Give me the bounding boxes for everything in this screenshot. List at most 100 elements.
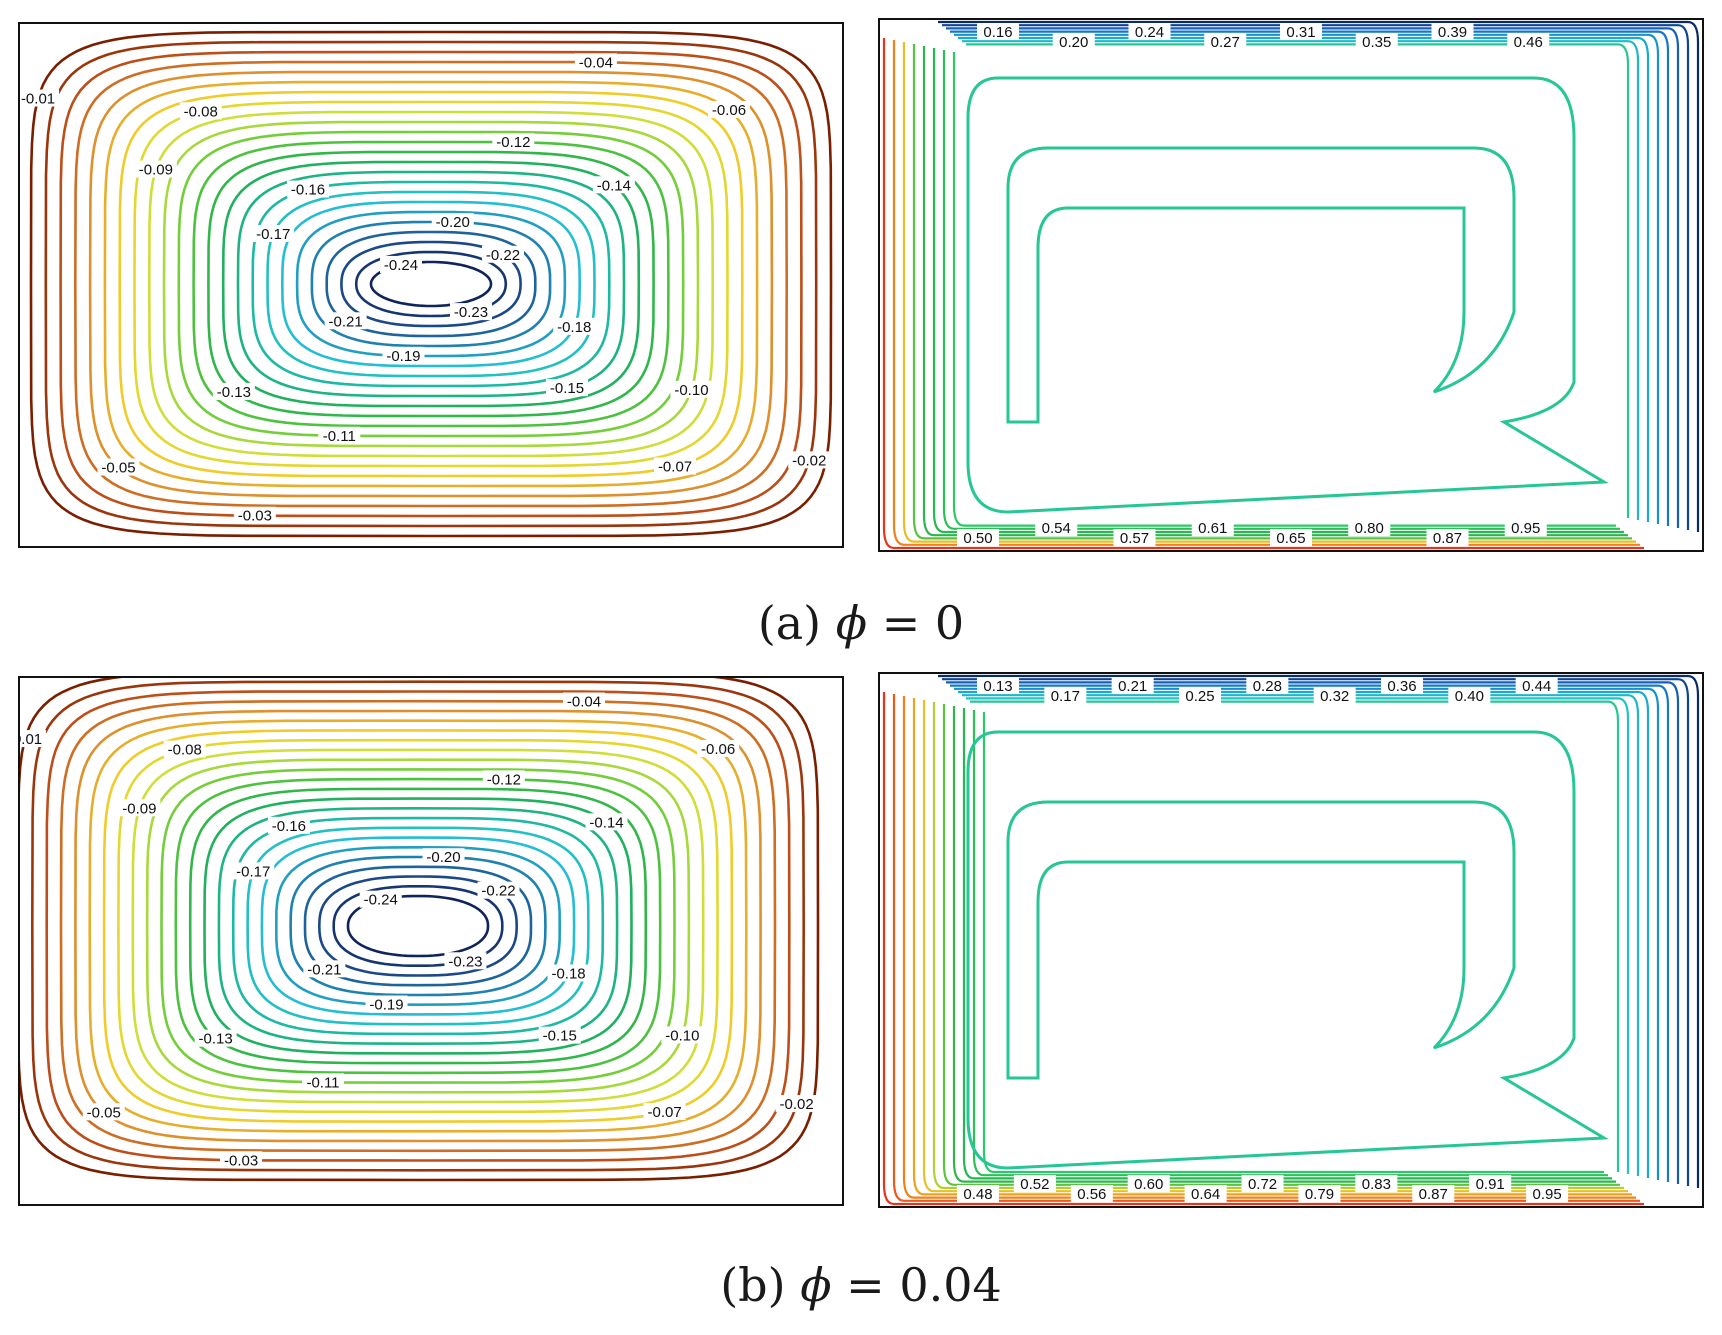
- b-streamlines-contour-2: [45, 690, 791, 1162]
- b-isotherms-label-hot-9-bg: [1469, 1175, 1512, 1192]
- a-streamlines-label-4: -0.05: [101, 460, 135, 477]
- b-isotherms-hot-contour-5: [932, 702, 1624, 1190]
- b-streamlines-label-22: -0.23: [448, 953, 482, 970]
- b-isotherms-label-cold-7: 0.40: [1455, 688, 1484, 705]
- a-streamlines-label-14-bg: [545, 379, 588, 397]
- b-isotherms-cold-contour-6: [962, 694, 1640, 1176]
- b-isotherms-label-cold-2-bg: [1111, 677, 1154, 694]
- b-streamlines-label-16: -0.17: [236, 863, 270, 880]
- b-isotherms-label-cold-5-bg: [1313, 687, 1356, 704]
- a-isotherms-label-cold-4-bg: [1280, 23, 1322, 40]
- b-isotherms-label-cold-0-bg: [977, 677, 1019, 694]
- b-isotherms-label-hot-0: 0.48: [963, 1186, 992, 1203]
- b-streamlines-label-17-bg: [547, 964, 590, 982]
- b-streamlines-label-18-bg: [365, 995, 408, 1013]
- isotherm-plot-b: 0.13 0.17 0.21 0.25 0.28 0.32 0.36 0.40 0.44 0.48…: [878, 672, 1704, 1208]
- a-streamlines-contour-5: [103, 80, 759, 488]
- a-streamlines-label-20: -0.21: [329, 313, 363, 330]
- a-isotherms-label-cold-2-bg: [1128, 23, 1171, 40]
- a-isotherms-label-cold-1: 0.20: [1059, 34, 1088, 51]
- b-isotherms-label-hot-9: 0.91: [1476, 1176, 1505, 1193]
- b-streamlines-contour-8: [131, 748, 705, 1104]
- a-isotherms-hot-contour-2: [932, 48, 1624, 534]
- b-streamlines-label-4: -0.05: [87, 1104, 121, 1121]
- a-streamlines-label-20-bg: [324, 312, 367, 330]
- a-isotherms-frame: [878, 18, 1704, 552]
- a-isotherms-label-hot-2-bg: [1113, 529, 1156, 546]
- b-isotherms-label-cold-2: 0.21: [1118, 678, 1147, 695]
- a-isotherms-label-cold-5-bg: [1355, 33, 1398, 50]
- a-isotherms-label-hot-2: 0.57: [1120, 530, 1149, 547]
- a-isotherms-label-hot-6-bg: [1426, 529, 1469, 546]
- b-streamlines-label-6-bg: [643, 1103, 686, 1121]
- b-streamlines-label-13-bg: [585, 813, 628, 831]
- a-isotherms-label-hot-7: 0.95: [1511, 520, 1540, 537]
- caption-a: (a) ϕ = 0: [0, 596, 1722, 650]
- b-streamlines-label-7-bg: [163, 740, 206, 758]
- b-isotherms-label-hot-10-bg: [1526, 1185, 1569, 1202]
- a-streamlines-contour-18: [295, 210, 567, 358]
- a-isotherms-label-hot-6: 0.87: [1433, 530, 1462, 547]
- a-isotherms-inner-contour: [1006, 146, 1516, 424]
- b-isotherms-label-cold-4-bg: [1246, 677, 1289, 694]
- a-streamlines-label-3: -0.04: [579, 54, 613, 71]
- b-streamlines-contour-11: [174, 777, 662, 1075]
- b-isotherms-hot-contour-10: [882, 692, 1644, 1206]
- panel-a-isotherms: 0.16 0.20 0.24 0.27 0.31 0.35 0.39 0.46 0.50 0.54…: [878, 18, 1704, 552]
- b-streamlines-contour-7: [117, 738, 719, 1114]
- b-streamlines-contour-5: [88, 719, 748, 1133]
- b-streamlines-label-10-bg: [301, 1073, 344, 1091]
- b-streamlines-label-17: -0.18: [551, 965, 585, 982]
- a-streamlines-label-10: -0.11: [323, 428, 356, 445]
- a-isotherms-label-hot-0-bg: [957, 529, 999, 546]
- a-isotherms-label-hot-7-bg: [1504, 519, 1547, 536]
- b-isotherms-inner-contour: [1006, 800, 1516, 1080]
- a-streamlines-contour-0: [29, 30, 833, 538]
- b-streamlines-label-1-bg: [775, 1095, 818, 1113]
- b-streamlines-contour-15: [231, 816, 605, 1036]
- b-streamlines-label-8-bg: [118, 799, 161, 817]
- b-isotherms-label-hot-5: 0.72: [1248, 1176, 1277, 1193]
- a-streamlines-contour-6: [118, 90, 744, 478]
- b-streamlines-contour-21: [317, 875, 519, 977]
- b-isotherms-label-hot-5-bg: [1241, 1175, 1284, 1192]
- b-isotherms-cold-contour-3: [950, 684, 1670, 1182]
- b-streamlines-label-14: -0.15: [543, 1028, 577, 1045]
- streamline-plot-a: -0.01 -0.02 -0.03 -0.04 -0.05 -0.06 -0.07 -0.08…: [18, 22, 844, 548]
- a-streamlines-label-9: -0.10: [674, 382, 708, 399]
- b-streamlines-contour-19: [289, 855, 547, 997]
- a-streamlines-label-13-bg: [592, 176, 635, 194]
- a-isotherms-label-cold-0: 0.16: [983, 24, 1012, 41]
- a-streamlines-label-11-bg: [492, 133, 535, 151]
- a-isotherms-hot-contour-4: [912, 44, 1632, 540]
- a-isotherms-label-cold-0-bg: [977, 23, 1019, 40]
- a-streamlines-contour-17: [280, 200, 582, 368]
- a-isotherms-label-hot-3: 0.61: [1198, 520, 1227, 537]
- a-isotherms-cold-contour-0: [938, 20, 1700, 532]
- b-streamlines-contour-4: [74, 709, 762, 1143]
- a-isotherms-label-cold-6: 0.39: [1438, 24, 1467, 41]
- b-isotherms-label-hot-7: 0.83: [1362, 1176, 1391, 1193]
- b-streamlines-contour-1: [30, 680, 806, 1172]
- b-isotherms-label-cold-5: 0.32: [1320, 688, 1349, 705]
- b-streamlines-label-23-bg: [359, 890, 402, 908]
- a-streamlines-label-15-bg: [286, 180, 329, 198]
- a-streamlines-contour-4: [88, 70, 774, 498]
- b-streamlines-contour-12: [188, 787, 648, 1065]
- panel-b-streamlines: -0.01 -0.02 -0.03 -0.04 -0.05 -0.06 -0.07 -0.08…: [18, 676, 844, 1206]
- b-streamlines-contour-17: [260, 836, 576, 1016]
- b-streamlines-label-0-bg: [18, 730, 47, 748]
- a-streamlines-label-14: -0.15: [550, 380, 584, 397]
- b-streamlines-label-7: -0.08: [168, 742, 202, 759]
- b-isotherms-label-cold-1: 0.17: [1051, 688, 1080, 705]
- b-isotherms-hot-contour-8: [902, 696, 1636, 1199]
- b-isotherms-hot-contour-2: [962, 708, 1612, 1180]
- b-streamlines-contour-0: [18, 676, 820, 1182]
- b-isotherms-label-hot-1: 0.52: [1020, 1176, 1049, 1193]
- b-streamlines-label-4-bg: [82, 1103, 125, 1121]
- b-streamlines-label-5-bg: [697, 740, 740, 758]
- a-streamlines-label-3-bg: [574, 53, 617, 71]
- a-isotherms-label-hot-1-bg: [1035, 519, 1078, 536]
- b-streamlines-label-19: -0.20: [426, 849, 460, 866]
- b-streamlines-label-2: -0.03: [224, 1152, 258, 1169]
